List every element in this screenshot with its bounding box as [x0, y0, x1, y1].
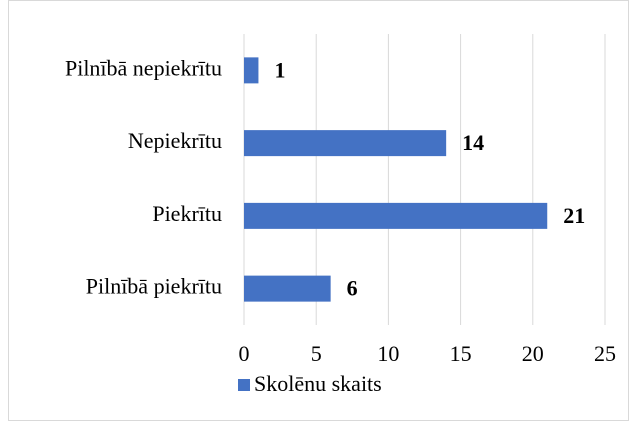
legend-swatch	[238, 379, 250, 391]
bar	[244, 202, 548, 229]
bar	[244, 57, 259, 84]
y-tick-label: Pilnībā nepiekrītu	[65, 55, 222, 80]
y-tick-label: Pilnībā piekrītu	[86, 274, 222, 299]
x-tick-label: 0	[239, 341, 250, 366]
x-tick-label: 25	[594, 341, 616, 366]
y-tick-label: Piekrītu	[152, 201, 222, 226]
data-label: 21	[563, 203, 585, 228]
data-label: 6	[347, 276, 358, 301]
x-tick-label: 10	[377, 341, 399, 366]
y-tick-label: Nepiekrītu	[128, 128, 222, 153]
data-label: 1	[274, 57, 285, 82]
x-tick-label: 15	[450, 341, 472, 366]
bar	[244, 275, 331, 302]
bar	[244, 130, 447, 157]
data-label: 14	[462, 130, 484, 155]
x-tick-label: 5	[311, 341, 322, 366]
x-tick-label: 20	[522, 341, 544, 366]
legend-label: Skolēnu skaits	[254, 371, 382, 396]
